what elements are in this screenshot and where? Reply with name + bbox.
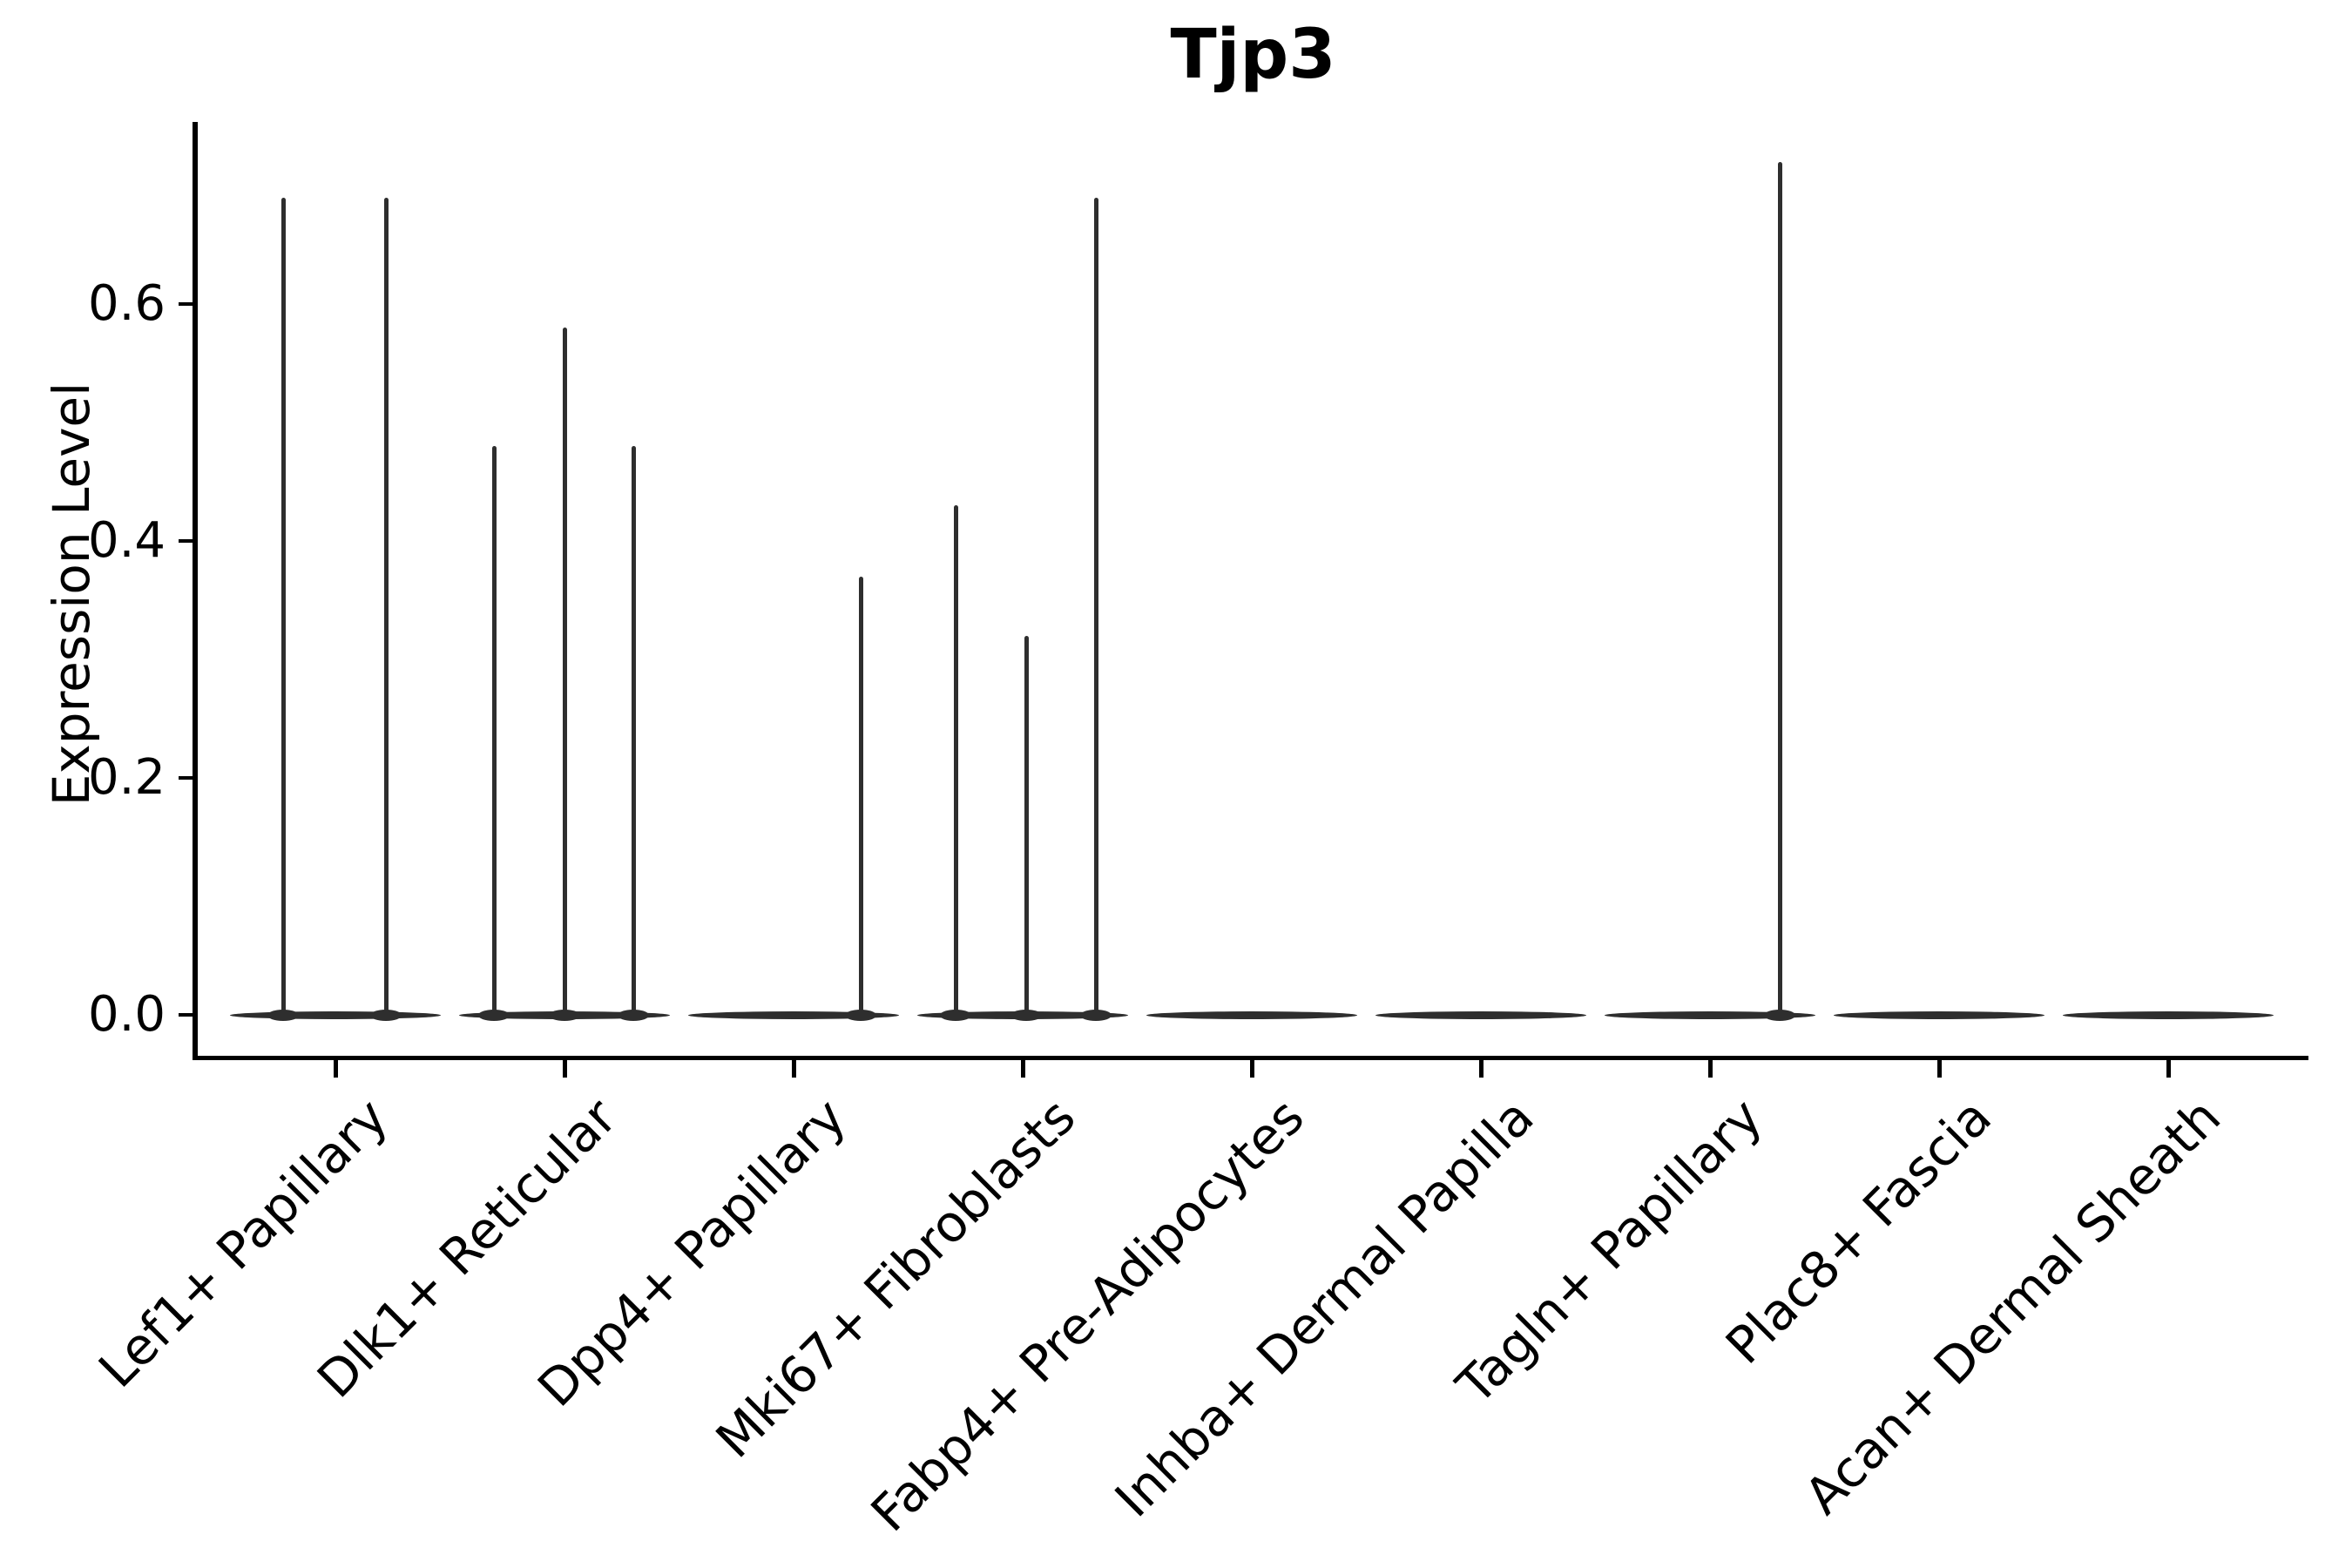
y-tick: [179, 776, 193, 780]
x-tick: [1249, 1060, 1254, 1078]
y-tick: [179, 539, 193, 543]
violin-spike: [383, 197, 389, 1019]
x-tick: [333, 1060, 338, 1078]
x-tick: [791, 1060, 796, 1078]
violin-body: [230, 1010, 441, 1019]
x-tick: [1707, 1060, 1713, 1078]
violin-spike: [491, 446, 497, 1019]
violin-spike: [562, 328, 567, 1019]
violin-body: [1146, 1010, 1357, 1019]
violin-body: [1834, 1010, 2044, 1019]
y-tick: [179, 1013, 193, 1017]
y-tick-label: 0.0: [87, 986, 166, 1043]
y-tick-label: 0.6: [87, 275, 166, 332]
violin-body: [2063, 1010, 2274, 1019]
violin-spike: [1777, 161, 1782, 1019]
y-tick: [179, 302, 193, 306]
violin-spike: [1093, 197, 1098, 1019]
x-axis-spine: [193, 1056, 2308, 1060]
violin-spike: [280, 197, 286, 1019]
violin-body: [1605, 1010, 1815, 1019]
violin-spike: [1024, 635, 1029, 1019]
x-tick: [1936, 1060, 1942, 1078]
y-axis-label: Expression Level: [42, 382, 101, 807]
x-tick: [1020, 1060, 1025, 1078]
y-tick-label: 0.4: [87, 512, 166, 569]
x-tick: [2166, 1060, 2171, 1078]
x-tick: [562, 1060, 567, 1078]
y-tick-label: 0.2: [87, 749, 166, 806]
x-tick-label: Inhba+ Dermal Papilla: [1103, 1087, 1545, 1529]
chart-title: Tjp3: [1170, 16, 1336, 94]
violin-body: [1375, 1010, 1586, 1019]
y-axis-spine: [193, 122, 198, 1060]
violin-spike: [953, 505, 958, 1019]
violin-spike: [858, 576, 863, 1019]
violin-spike: [631, 446, 636, 1019]
x-tick-label: Fabp4+ Pre-Adipocytes: [859, 1087, 1316, 1544]
x-tick: [1478, 1060, 1484, 1078]
x-tick-label: Acan+ Dermal Sheath: [1793, 1087, 2233, 1526]
violin-body: [688, 1010, 899, 1019]
